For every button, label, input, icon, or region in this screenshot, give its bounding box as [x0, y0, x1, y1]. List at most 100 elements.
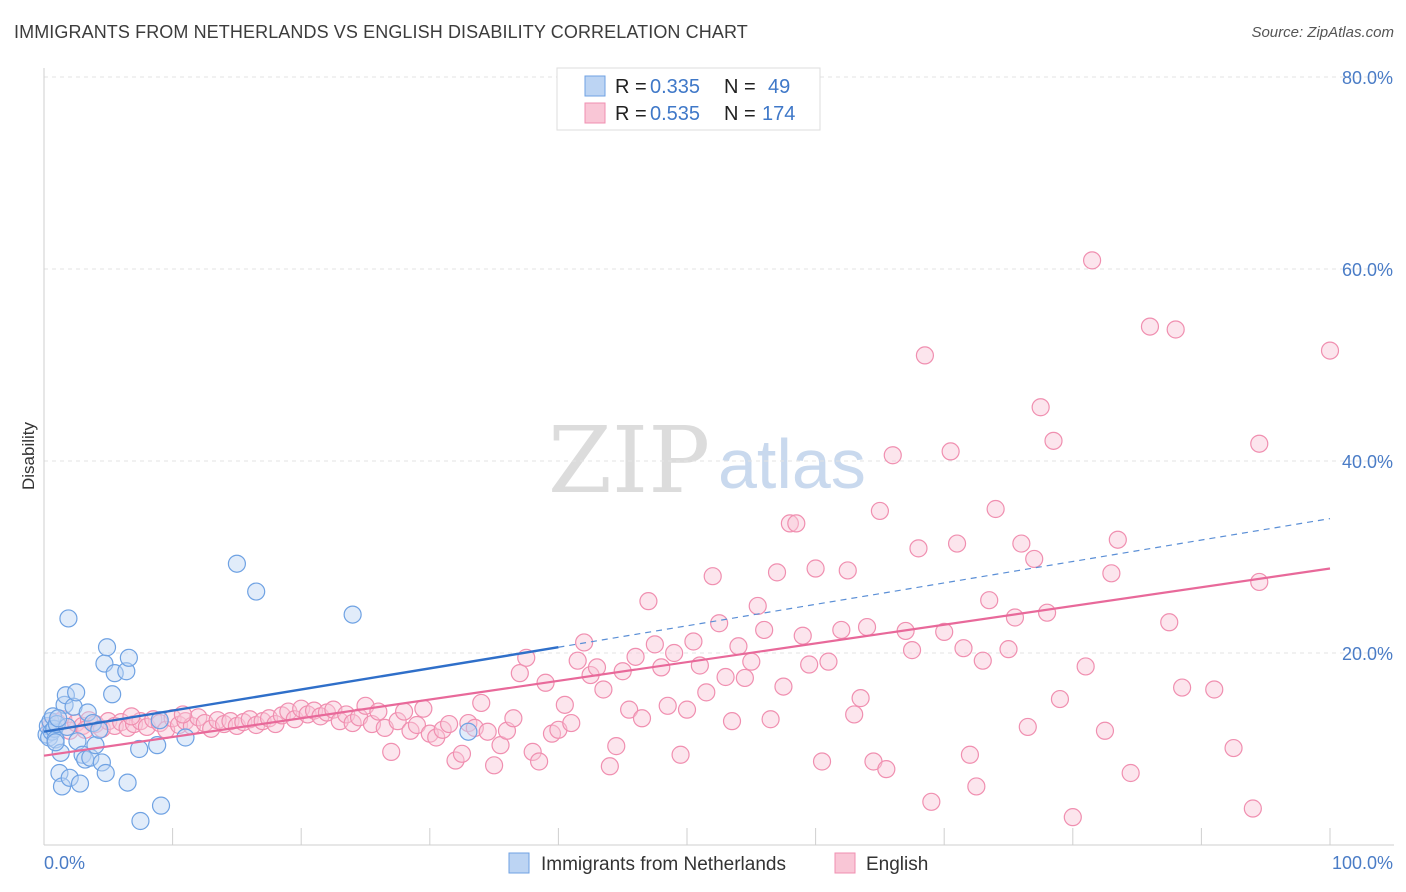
english-point [1250, 572, 1269, 592]
english-point [388, 712, 407, 731]
english-point [677, 700, 697, 719]
english-trend-line [43, 567, 1331, 757]
english-point [748, 596, 767, 616]
netherlands-trend-extension [558, 518, 1331, 648]
stats-legend: R = 0.335 N = 49 R = 0.535 N = 174 [556, 67, 821, 131]
legend-r-value-1: 0.335 [650, 76, 700, 98]
netherlands-point [59, 609, 78, 628]
english-point [986, 499, 1005, 519]
english-point [1224, 738, 1243, 758]
english-point [394, 702, 414, 721]
english-point [806, 559, 825, 578]
english-point [812, 752, 832, 771]
english-point [658, 696, 677, 715]
netherlands-point [78, 703, 97, 722]
english-point [639, 592, 658, 611]
netherlands-point [130, 739, 149, 759]
netherlands-point [105, 664, 124, 683]
netherlands-point [131, 811, 150, 831]
english-point [742, 652, 761, 671]
english-point [838, 561, 857, 580]
english-point [1050, 689, 1070, 709]
netherlands-point [247, 582, 266, 601]
netherlands-point [50, 763, 69, 783]
english-point [485, 756, 504, 775]
english-point [729, 637, 748, 656]
legend-r-value-2: 0.535 [650, 103, 700, 125]
netherlands-point [119, 648, 138, 667]
series-legend-label-english: English [866, 854, 928, 875]
netherlands-point [92, 753, 111, 772]
english-points [41, 251, 1340, 827]
english-point [555, 695, 574, 714]
legend-r-label-1: R = [615, 76, 647, 98]
netherlands-point [151, 796, 171, 815]
english-point [941, 442, 960, 461]
english-point [407, 715, 427, 735]
english-point [510, 664, 529, 683]
english-point [665, 643, 684, 663]
netherlands-point [86, 736, 105, 755]
netherlands-point [60, 768, 79, 787]
english-point [632, 709, 652, 728]
watermark-atlas: atlas [718, 425, 866, 503]
english-point [1095, 721, 1115, 740]
english-point [382, 742, 401, 761]
english-point [973, 651, 992, 670]
english-point [1320, 341, 1340, 360]
english-point [504, 709, 523, 728]
netherlands-trend-line [43, 646, 559, 733]
english-point [1044, 431, 1063, 450]
english-point [735, 668, 754, 688]
english-point [1121, 763, 1140, 783]
x-tick-labels: 0.0% 100.0% [44, 853, 1393, 873]
legend-n-label-2: N = [724, 103, 756, 125]
series-legend-swatch-netherlands [508, 852, 530, 874]
english-point [697, 683, 716, 702]
english-point [1063, 808, 1082, 827]
english-point [452, 744, 472, 763]
english-point [947, 534, 967, 553]
english-point [787, 514, 806, 533]
english-point [645, 635, 664, 654]
english-point [1037, 603, 1057, 622]
x-tick-label: 100.0% [1332, 853, 1393, 873]
legend-n-value-2: 174 [762, 103, 795, 125]
y-tick-label: 40.0% [1342, 452, 1393, 472]
y-axis-label: Disability [19, 421, 38, 490]
netherlands-point [70, 774, 90, 793]
trend-lines [43, 518, 1331, 757]
english-point [1031, 398, 1050, 417]
english-point [851, 689, 870, 708]
english-point [671, 745, 690, 764]
english-point [414, 699, 433, 718]
y-tick-label: 60.0% [1342, 260, 1393, 280]
english-point [967, 777, 986, 796]
english-point [767, 563, 787, 582]
netherlands-point [97, 638, 117, 657]
netherlands-point [96, 763, 115, 783]
english-point [1173, 678, 1192, 697]
english-point [1160, 613, 1179, 632]
english-point [1250, 434, 1269, 453]
english-point [716, 667, 735, 687]
legend-n-value-1: 49 [768, 76, 790, 98]
english-point [684, 632, 703, 651]
english-point [1076, 657, 1095, 676]
english-point [1005, 608, 1025, 627]
english-point [980, 591, 999, 610]
english-point [857, 617, 877, 637]
y-tick-label: 80.0% [1342, 68, 1393, 88]
netherlands-point [103, 685, 122, 704]
english-point [568, 651, 587, 670]
source-label: Source: ZipAtlas.com [1251, 24, 1394, 41]
english-point [1012, 534, 1031, 553]
english-point [530, 752, 549, 771]
english-point [960, 745, 980, 764]
netherlands-point [46, 733, 65, 752]
english-point [902, 641, 922, 660]
y-tick-labels: 20.0% 40.0% 60.0% 80.0% [1342, 68, 1393, 664]
english-point [819, 652, 838, 671]
english-point [1108, 530, 1127, 549]
